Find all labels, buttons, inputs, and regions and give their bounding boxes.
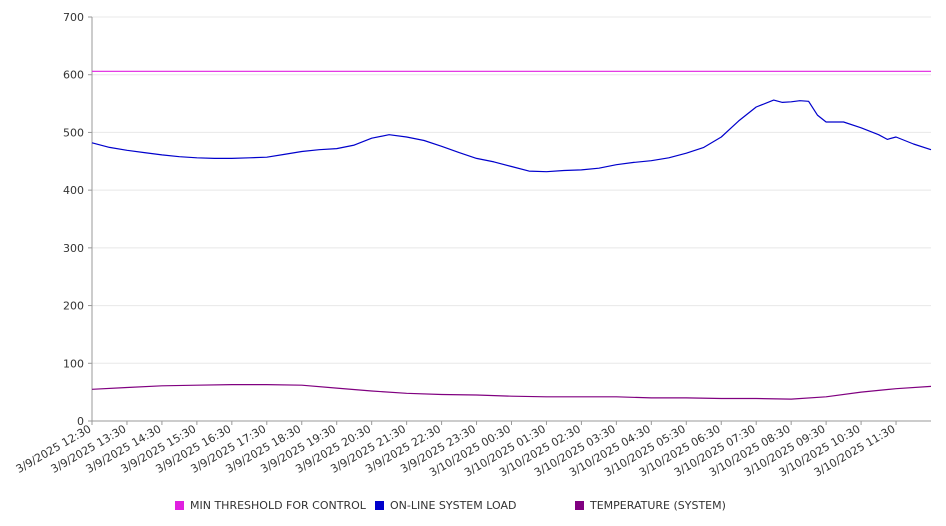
x-axis-ticks: 3/9/2025 12:303/9/2025 13:303/9/2025 14:…: [14, 421, 898, 479]
y-tick-label: 700: [63, 11, 84, 24]
legend-swatch: [375, 501, 384, 510]
series-lines: [91, 70, 932, 400]
gridlines: [92, 16, 931, 422]
legend: MIN THRESHOLD FOR CONTROL ON-LINE SYSTEM…: [0, 499, 946, 515]
legend-swatch: [175, 501, 184, 510]
legend-label: ON-LINE SYSTEM LOAD: [390, 499, 517, 512]
y-tick-label: 100: [63, 357, 84, 370]
axes: [91, 17, 931, 422]
legend-item-temperature: TEMPERATURE (SYSTEM): [575, 499, 726, 512]
y-tick-label: 500: [63, 126, 84, 139]
temperature-line: [91, 384, 932, 400]
y-axis-ticks: 0 100 200 300 400 500 600 700: [63, 11, 92, 428]
y-tick-label: 400: [63, 184, 84, 197]
y-tick-label: 200: [63, 300, 84, 313]
legend-item-system-load: ON-LINE SYSTEM LOAD: [375, 499, 516, 512]
y-tick-label: 0: [77, 415, 84, 428]
system-load-line: [91, 99, 932, 173]
y-tick-label: 600: [63, 69, 84, 82]
legend-label: MIN THRESHOLD FOR CONTROL: [190, 499, 366, 512]
y-tick-label: 300: [63, 242, 84, 255]
legend-swatch: [575, 501, 584, 510]
legend-label: TEMPERATURE (SYSTEM): [590, 499, 726, 512]
legend-item-min-threshold: MIN THRESHOLD FOR CONTROL: [175, 499, 366, 512]
